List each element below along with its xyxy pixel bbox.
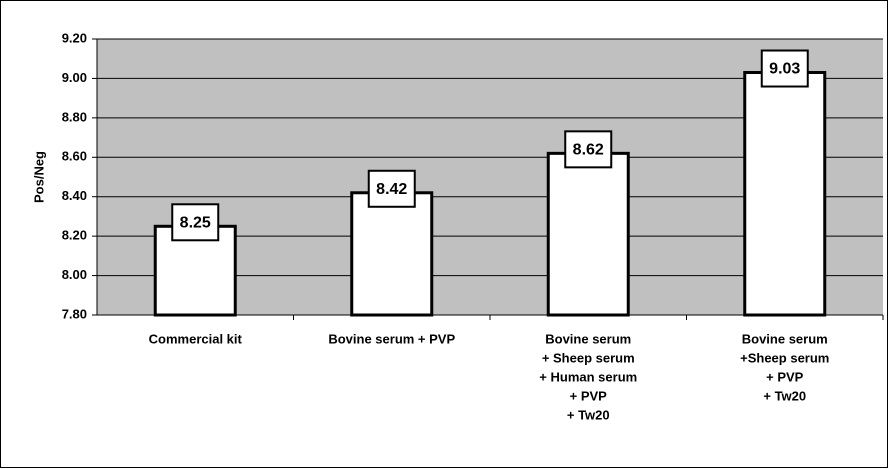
- x-tick-label: + Tw20: [567, 407, 610, 422]
- value-label: 9.03: [769, 61, 800, 78]
- x-tick-label: Commercial kit: [149, 331, 243, 346]
- x-tick-label: Bovine serum: [742, 331, 828, 346]
- value-label-box: [760, 49, 809, 88]
- x-tick-label: +Sheep serum: [740, 350, 829, 365]
- bar: [350, 191, 434, 317]
- y-tick-label: 8.00: [62, 267, 87, 282]
- value-label-box: [367, 169, 416, 208]
- value-label: 8.42: [376, 181, 407, 198]
- value-label: 8.25: [180, 215, 211, 232]
- bar: [546, 151, 630, 317]
- bar: [743, 71, 827, 317]
- y-tick-label: 7.80: [62, 306, 87, 321]
- y-tick-label: 8.40: [62, 188, 87, 203]
- x-tick-label: + Human serum: [539, 369, 637, 384]
- value-label-box: [564, 130, 613, 169]
- y-tick-label: 8.20: [62, 228, 87, 243]
- x-tick-label: Bovine serum + PVP: [328, 331, 455, 346]
- y-tick-label: 8.60: [62, 149, 87, 164]
- value-label-box: [171, 203, 220, 242]
- x-tick-label: + Sheep serum: [542, 350, 635, 365]
- value-label: 8.62: [573, 142, 604, 159]
- x-tick-label: + PVP: [766, 369, 804, 384]
- x-tick-label: + Tw20: [763, 388, 806, 403]
- y-tick-label: 8.80: [62, 109, 87, 124]
- y-axis-label: Pos/Neg: [31, 151, 46, 203]
- x-tick-label: Bovine serum: [545, 331, 631, 346]
- y-tick-label: 9.20: [62, 30, 87, 45]
- x-tick-label: + PVP: [570, 388, 608, 403]
- y-tick-label: 9.00: [62, 70, 87, 85]
